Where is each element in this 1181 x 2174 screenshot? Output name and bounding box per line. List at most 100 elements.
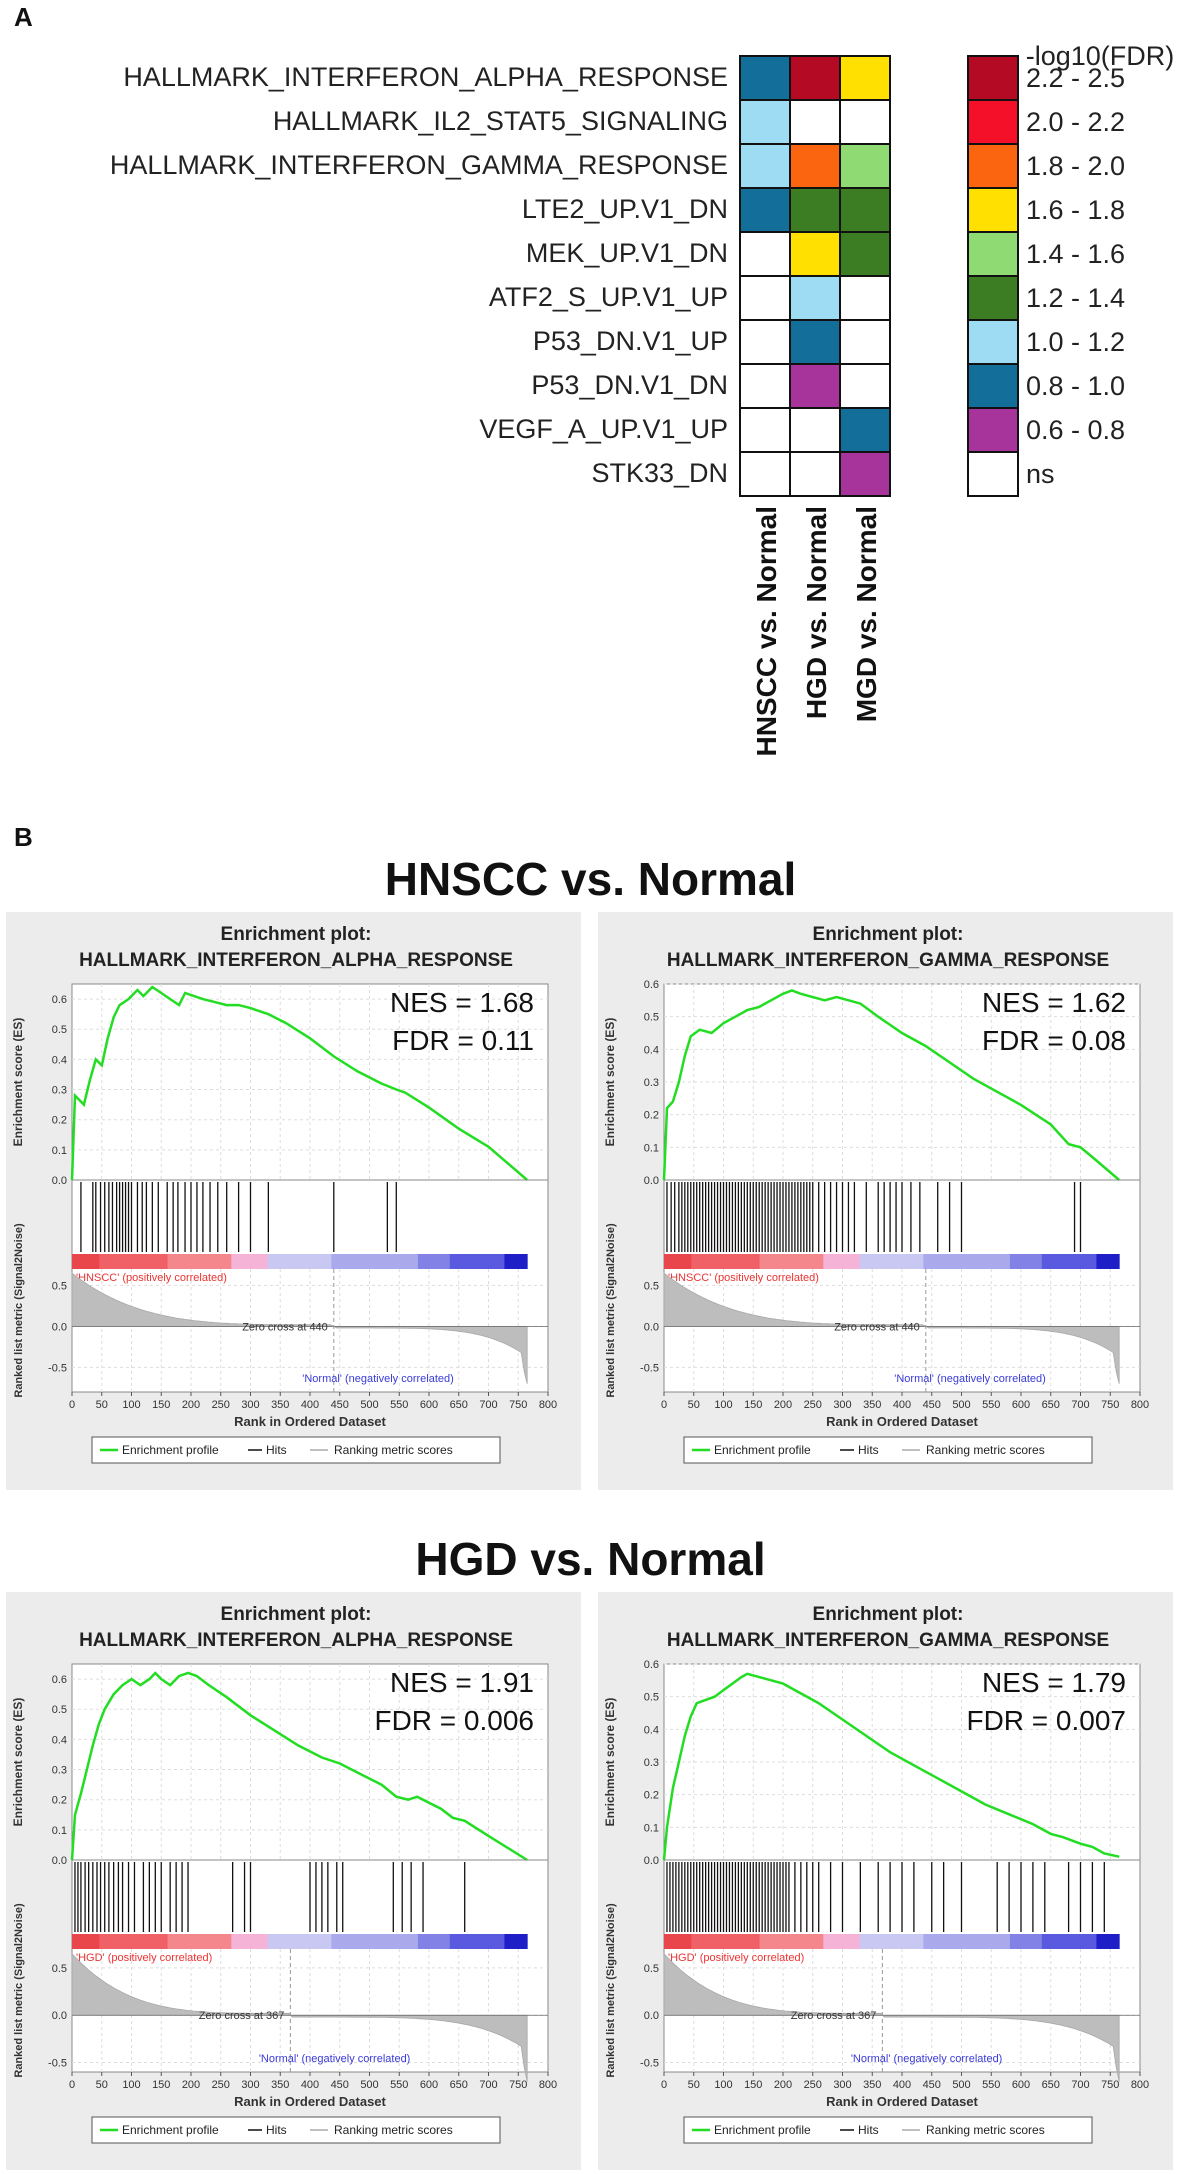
legend-hits-label: Hits [858, 1443, 879, 1457]
negative-phenotype-label: 'Normal' (negatively correlated) [302, 1373, 454, 1385]
x-tick-label: 550 [982, 2079, 1000, 2091]
x-tick-label: 250 [212, 1399, 230, 1411]
x-tick-label: 800 [539, 1399, 557, 1411]
heatmap-cell [789, 407, 841, 453]
x-tick-label: 150 [152, 1399, 170, 1411]
x-axis-label: Rank in Ordered Dataset [826, 2094, 978, 2109]
heatmap-cell [839, 231, 891, 277]
plot-title-line2: HALLMARK_INTERFERON_GAMMA_RESPONSE [667, 950, 1109, 971]
rank-color-segment [417, 1934, 451, 1949]
legend-label: 1.8 - 2.0 [1026, 151, 1125, 181]
zero-cross-label: Zero cross at 440 [834, 1321, 920, 1333]
x-tick-label: 450 [331, 1399, 349, 1411]
rank-tick-label: 0.5 [644, 1963, 659, 1975]
gsea-plot-hgd-gamma: Enrichment plot: HALLMARK_INTERFERON_GAMM… [598, 1592, 1173, 2170]
es-tick-label: 0.4 [52, 1054, 67, 1066]
x-tick-label: 550 [982, 1399, 1000, 1411]
rank-color-segment [99, 1934, 169, 1949]
legend-label: 2.0 - 2.2 [1026, 107, 1125, 137]
row-label: VEGF_A_UP.V1_UP [479, 414, 728, 444]
rank-color-segment [923, 1254, 1011, 1269]
rank-color-segment [449, 1254, 505, 1269]
rank-color-segment [691, 1934, 761, 1949]
x-tick-label: 450 [923, 1399, 941, 1411]
rank-color-segment [759, 1254, 824, 1269]
rank-color-segment [167, 1254, 232, 1269]
es-tick-label: 0.3 [52, 1765, 67, 1777]
legend-enrichment-label: Enrichment profile [122, 2123, 219, 2137]
panel-a-label: A [14, 2, 33, 32]
x-tick-label: 600 [1012, 1399, 1030, 1411]
enrichment-profile-line [662, 989, 1121, 1181]
heatmap-cell [739, 319, 791, 365]
x-tick-label: 450 [331, 2079, 349, 2091]
heatmap-cell [739, 363, 791, 409]
plot-title-line1: Enrichment plot: [221, 1604, 372, 1625]
legend-label: 1.4 - 1.6 [1026, 239, 1125, 269]
x-tick-label: 50 [96, 2079, 108, 2091]
rank-color-segment [923, 1934, 1011, 1949]
rank-tick-label: -0.5 [640, 1362, 659, 1374]
legend-label: 0.6 - 0.8 [1026, 415, 1125, 445]
es-tick-label: 0.4 [52, 1734, 67, 1746]
x-tick-label: 400 [301, 1399, 319, 1411]
legend-swatch [967, 143, 1019, 189]
legend-enrichment-label: Enrichment profile [714, 2123, 811, 2137]
heatmap-cell [739, 55, 791, 101]
heatmap-cell [789, 451, 841, 497]
x-tick-label: 350 [863, 2079, 881, 2091]
x-axis-label: Rank in Ordered Dataset [826, 1414, 978, 1429]
rank-color-segment [1009, 1254, 1043, 1269]
x-tick-label: 500 [952, 1399, 970, 1411]
legend-swatch [967, 187, 1019, 233]
positive-phenotype-label: 'HNSCC' (positively correlated) [76, 1272, 227, 1284]
rank-tick-label: 0.5 [644, 1280, 659, 1292]
es-axis-label: Enrichment score (ES) [11, 1018, 25, 1147]
legend-hits-label: Hits [266, 1443, 287, 1457]
legend-swatch [967, 231, 1019, 277]
rank-color-segment [859, 1254, 924, 1269]
ranking-metric-area [71, 1952, 528, 2082]
heatmap-cell [789, 99, 841, 145]
x-tick-label: 300 [241, 1399, 259, 1411]
es-tick-label: 0.6 [644, 979, 659, 991]
rank-color-segment [449, 1934, 505, 1949]
x-tick-label: 750 [509, 1399, 527, 1411]
rank-axis-label: Ranked list metric (Signal2Noise) [13, 1903, 25, 2078]
rank-tick-label: 0.0 [644, 1321, 659, 1333]
heatmap-cell [839, 143, 891, 189]
rank-tick-label: 0.0 [644, 2010, 659, 2022]
rank-color-segment [691, 1254, 761, 1269]
x-tick-label: 250 [804, 1399, 822, 1411]
enrichment-profile-line [70, 1671, 528, 1862]
rank-color-segment [1096, 1934, 1120, 1949]
panel-b-label: B [14, 822, 33, 852]
legend-swatch [967, 275, 1019, 321]
x-tick-label: 550 [390, 1399, 408, 1411]
es-tick-label: 0.1 [644, 1142, 659, 1154]
heatmap-cell [839, 187, 891, 233]
x-tick-label: 150 [744, 2079, 762, 2091]
plot-title-line2: HALLMARK_INTERFERON_ALPHA_RESPONSE [79, 1630, 513, 1651]
heatmap-cell [739, 187, 791, 233]
legend-label: 2.2 - 2.5 [1026, 63, 1125, 93]
rank-tick-label: 0.5 [52, 1280, 67, 1292]
rank-color-segment [664, 1934, 692, 1949]
row-label: HALLMARK_INTERFERON_ALPHA_RESPONSE [123, 62, 728, 92]
rank-tick-label: -0.5 [48, 2058, 67, 2070]
x-tick-label: 350 [271, 1399, 289, 1411]
legend-enrichment-label: Enrichment profile [714, 1443, 811, 1457]
row-label: HALLMARK_IL2_STAT5_SIGNALING [273, 106, 728, 136]
es-tick-label: 0.2 [644, 1110, 659, 1122]
legend-ranking-label: Ranking metric scores [926, 2123, 1045, 2137]
x-tick-label: 100 [714, 1399, 732, 1411]
nes-value: NES = 1.79 [982, 1667, 1126, 1698]
rank-tick-label: 0.0 [52, 2010, 67, 2022]
x-tick-label: 600 [420, 1399, 438, 1411]
row-label: LTE2_UP.V1_DN [522, 194, 728, 224]
x-tick-label: 500 [952, 2079, 970, 2091]
section-title-hnscc: HNSCC vs. Normal [384, 853, 797, 905]
es-tick-label: 0.0 [644, 1855, 659, 1867]
es-tick-label: 0.1 [52, 1825, 67, 1837]
x-tick-label: 100 [122, 1399, 140, 1411]
